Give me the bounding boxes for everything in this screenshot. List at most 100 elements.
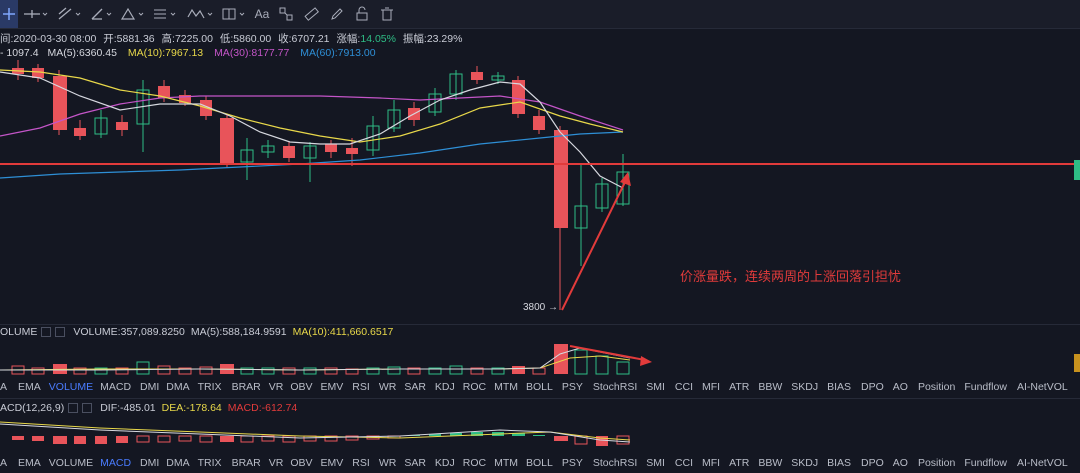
tab-position[interactable]: Position — [917, 457, 956, 469]
tab-a[interactable]: A — [0, 381, 8, 393]
trend-arrow — [561, 175, 629, 311]
tab-position[interactable]: Position — [917, 381, 956, 393]
settings-icon[interactable] — [68, 403, 79, 413]
tab-boll[interactable]: BOLL — [526, 381, 553, 393]
tab-ao[interactable]: AO — [892, 381, 908, 393]
settings-icon[interactable] — [41, 327, 52, 337]
tab-dmi[interactable]: DMI — [140, 381, 160, 393]
tab-wr[interactable]: WR — [378, 381, 397, 393]
price-tag — [1074, 160, 1080, 180]
candle — [387, 100, 401, 132]
tab-trix[interactable]: TRIX — [197, 457, 222, 469]
pane-divider — [0, 398, 1080, 399]
tab-mfi[interactable]: MFI — [702, 381, 721, 393]
tab-rsi[interactable]: RSI — [352, 381, 370, 393]
candle — [74, 120, 86, 140]
tab-mtm[interactable]: MTM — [494, 381, 519, 393]
tab-smi[interactable]: SMI — [646, 381, 665, 393]
close-icon[interactable] — [55, 327, 66, 337]
tab-skdj[interactable]: SKDJ — [791, 381, 819, 393]
tab-kdj[interactable]: KDJ — [434, 457, 455, 469]
candle — [116, 115, 128, 136]
horizontal-line-icon[interactable] — [18, 0, 52, 28]
tab-ao[interactable]: AO — [892, 457, 908, 469]
tab-rsi[interactable]: RSI — [352, 457, 370, 469]
tab-trix[interactable]: TRIX — [197, 381, 222, 393]
text-lines-icon[interactable] — [148, 0, 182, 28]
tab-wr[interactable]: WR — [378, 457, 397, 469]
tab-emv[interactable]: EMV — [320, 381, 344, 393]
tab-psy[interactable]: PSY — [561, 381, 583, 393]
tab-vr[interactable]: VR — [268, 381, 284, 393]
tab-ema[interactable]: EMA — [18, 457, 41, 469]
tab-bias[interactable]: BIAS — [827, 381, 852, 393]
tab-atr[interactable]: ATR — [729, 381, 750, 393]
tab-fundflow[interactable]: Fundflow — [964, 381, 1007, 393]
ruler-icon[interactable] — [298, 0, 324, 28]
tab-kdj[interactable]: KDJ — [434, 381, 455, 393]
tab-obv[interactable]: OBV — [290, 381, 313, 393]
tab-brar[interactable]: BRAR — [231, 457, 261, 469]
candlestick-chart[interactable] — [0, 60, 1080, 325]
tab-stochrsi[interactable]: StochRSI — [592, 381, 638, 393]
trash-icon[interactable] — [374, 0, 400, 28]
tab-a[interactable]: A — [0, 457, 8, 469]
candle — [471, 66, 483, 84]
tab-emv[interactable]: EMV — [320, 457, 344, 469]
pencil-icon[interactable] — [324, 0, 350, 28]
tab-brar[interactable]: BRAR — [231, 381, 261, 393]
measure-icon[interactable] — [218, 0, 250, 28]
tab-roc[interactable]: ROC — [462, 457, 487, 469]
volume-chart[interactable] — [0, 340, 1080, 378]
wave-icon[interactable] — [182, 0, 218, 28]
shapes-icon[interactable] — [116, 0, 148, 28]
tab-ai-netvol[interactable]: AI-NetVOL — [1016, 381, 1068, 393]
candle — [136, 80, 150, 152]
macd-chart[interactable] — [0, 416, 1080, 452]
tab-macd[interactable]: MACD — [100, 381, 132, 393]
tab-cci[interactable]: CCI — [674, 457, 694, 469]
candle — [574, 164, 588, 266]
tab-fundflow[interactable]: Fundflow — [964, 457, 1007, 469]
ohlc-info: 间:2020-03-30 08:00 开:5881.36 高:7225.00 低… — [0, 31, 462, 46]
tab-mtm[interactable]: MTM — [494, 457, 519, 469]
tab-mfi[interactable]: MFI — [702, 457, 721, 469]
close-icon[interactable] — [82, 403, 93, 413]
tab-bbw[interactable]: BBW — [758, 381, 783, 393]
tab-sar[interactable]: SAR — [404, 381, 426, 393]
tab-ema[interactable]: EMA — [18, 381, 41, 393]
tab-ai-netvol[interactable]: AI-NetVOL — [1016, 457, 1068, 469]
candle — [53, 70, 67, 135]
tab-skdj[interactable]: SKDJ — [791, 457, 819, 469]
pattern-icon[interactable] — [274, 0, 298, 28]
macd-header: ACD(12,26,9) DIF:-485.01 DEA:-178.64 MAC… — [0, 402, 297, 414]
crosshair-icon[interactable] — [0, 0, 18, 28]
tab-psy[interactable]: PSY — [561, 457, 583, 469]
volume-ma5: MA(5):588,184.9591 — [190, 326, 287, 338]
tab-obv[interactable]: OBV — [290, 457, 313, 469]
tab-sar[interactable]: SAR — [404, 457, 426, 469]
amplitude-value: 振幅:23.29% — [402, 33, 463, 45]
tab-bbw[interactable]: BBW — [758, 457, 783, 469]
tab-dpo[interactable]: DPO — [861, 457, 884, 469]
tab-dpo[interactable]: DPO — [861, 381, 884, 393]
tab-atr[interactable]: ATR — [729, 457, 750, 469]
tab-boll[interactable]: BOLL — [526, 457, 553, 469]
tab-smi[interactable]: SMI — [646, 457, 665, 469]
text-tool-icon[interactable]: Aa — [254, 7, 270, 21]
tab-stochrsi[interactable]: StochRSI — [592, 457, 638, 469]
tab-volume[interactable]: VOLUME — [48, 381, 94, 393]
lock-icon[interactable] — [350, 0, 374, 28]
tab-dmi[interactable]: DMI — [140, 457, 160, 469]
tab-dma[interactable]: DMA — [166, 457, 190, 469]
tab-macd[interactable]: MACD — [100, 457, 132, 469]
candle — [220, 114, 234, 168]
tab-volume[interactable]: VOLUME — [48, 457, 94, 469]
fibonacci-icon[interactable] — [86, 0, 116, 28]
tab-bias[interactable]: BIAS — [827, 457, 852, 469]
tab-vr[interactable]: VR — [268, 457, 284, 469]
tab-roc[interactable]: ROC — [462, 381, 487, 393]
tab-dma[interactable]: DMA — [166, 381, 190, 393]
tab-cci[interactable]: CCI — [674, 381, 694, 393]
trend-line-icon[interactable] — [52, 0, 86, 28]
